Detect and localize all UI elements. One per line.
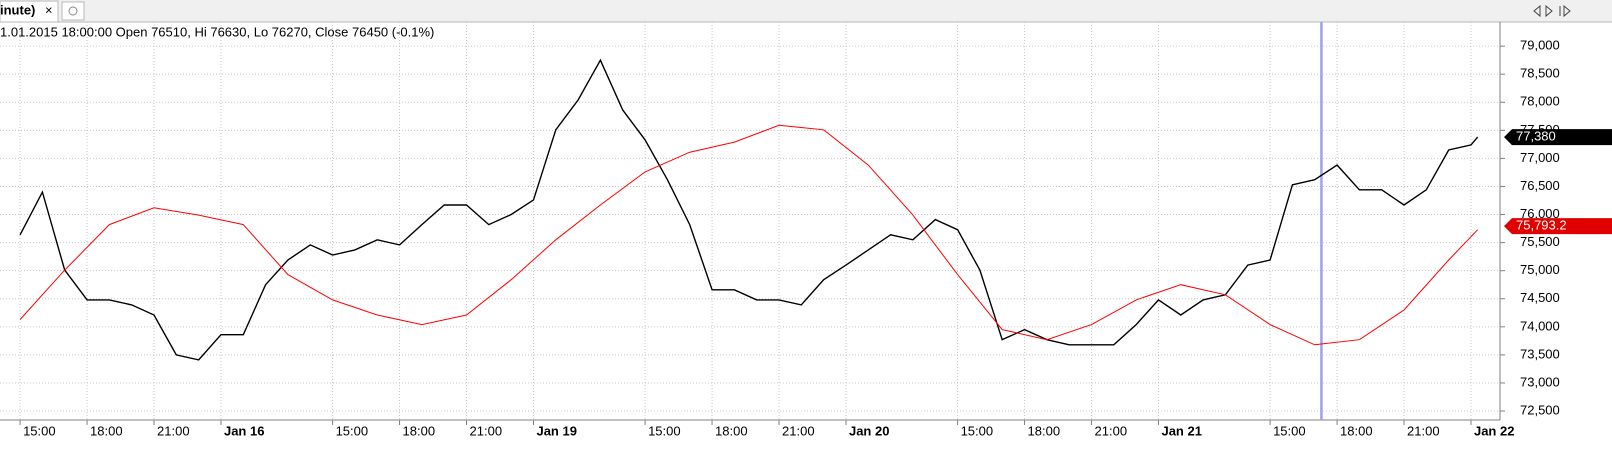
x-tick-label: 15:00 [1273, 423, 1306, 438]
price-tag-box [1504, 129, 1612, 146]
x-tick-label: 18:00 [90, 423, 123, 438]
x-tick-label: 18:00 [715, 423, 748, 438]
x-tick-label: 15:00 [648, 423, 681, 438]
x-tick-label: 18:00 [1340, 423, 1373, 438]
x-tick-label: 21:00 [470, 423, 503, 438]
y-tick-label: 76,500 [1520, 178, 1560, 193]
x-tick-label: 15:00 [961, 423, 994, 438]
tab-title: inute) [0, 2, 35, 17]
x-tick-label: 18:00 [1028, 423, 1061, 438]
y-tick-label: 75,000 [1520, 262, 1560, 277]
y-tick-label: 78,000 [1520, 94, 1560, 109]
y-tick-label: 77,000 [1520, 150, 1560, 165]
scroll-right[interactable] [1545, 4, 1553, 18]
price-line [19, 124, 1479, 346]
price-tag: 75,793.2 [1504, 218, 1612, 235]
tab[interactable] [0, 0, 59, 23]
new-tab-icon [68, 6, 78, 16]
y-tick-label: 74,500 [1520, 290, 1560, 305]
info-line: 1.01.2015 18:00:00 Open 76510, Hi 76630,… [0, 24, 434, 39]
price-tag: 77,380 [1504, 129, 1612, 146]
price-line [19, 58, 1479, 361]
y-tick-label: 75,500 [1520, 234, 1560, 249]
x-tick-label: Jan 19 [536, 423, 576, 438]
tab-close[interactable]: × [45, 2, 53, 17]
x-tick-label: Jan 20 [849, 423, 889, 438]
y-tick-label: 76,000 [1520, 206, 1560, 221]
y-tick-label: 79,000 [1520, 38, 1560, 53]
x-tick-label: Jan 21 [1161, 423, 1201, 438]
x-tick-label: 21:00 [157, 423, 190, 438]
x-tick-label: 15:00 [23, 423, 56, 438]
y-tick-label: 78,500 [1520, 66, 1560, 81]
new-tab[interactable] [61, 1, 85, 21]
scroll-left[interactable] [1533, 4, 1541, 18]
scroll-end[interactable] [1559, 4, 1571, 18]
x-tick-label: 15:00 [336, 423, 369, 438]
price-tag-label: 77,380 [1516, 129, 1556, 144]
x-tick-label: Jan 16 [224, 423, 264, 438]
x-tick-label: 21:00 [1407, 423, 1440, 438]
y-tick-label: 74,000 [1520, 318, 1560, 333]
tab-bar [0, 0, 1612, 22]
y-tick-label: 72,500 [1520, 402, 1560, 417]
x-tick-label: 21:00 [1095, 423, 1128, 438]
x-tick-label: 18:00 [403, 423, 436, 438]
x-tick-label: 21:00 [782, 423, 815, 438]
x-tick-label: Jan 22 [1474, 423, 1514, 438]
y-tick-label: 73,500 [1520, 346, 1560, 361]
price-tag-box [1504, 218, 1612, 235]
y-tick-label: 73,000 [1520, 374, 1560, 389]
price-tag-label: 75,793.2 [1516, 218, 1567, 233]
